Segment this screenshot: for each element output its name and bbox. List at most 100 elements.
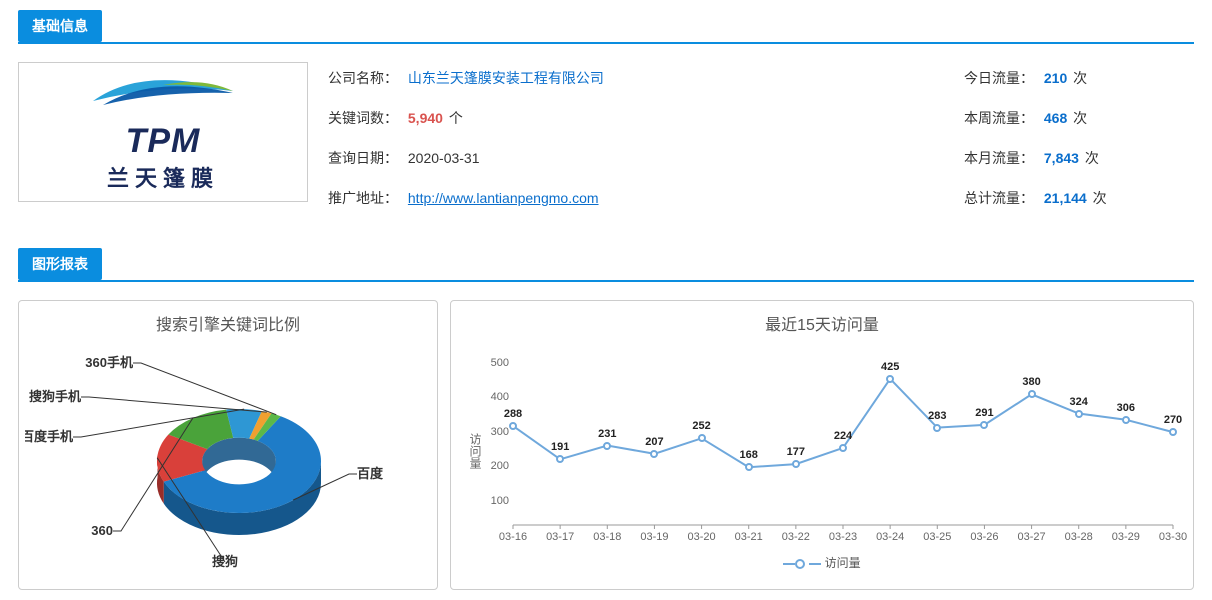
line-data-point[interactable]: [933, 424, 941, 432]
basic-info-panel: TPM 兰天篷膜 公司名称： 山东兰天篷膜安装工程有限公司 关键词数： 5,94…: [18, 62, 1194, 228]
keyword-count-value: 5,940: [408, 110, 443, 126]
pie-slice-label: 百度: [357, 466, 384, 481]
company-name-label: 公司名称：: [328, 70, 398, 86]
x-tick-label: 03-21: [729, 531, 769, 543]
total-traffic-value: 21,144: [1044, 190, 1087, 206]
y-tick-label: 400: [483, 391, 509, 403]
pie-chart-area: 百度搜狗 360 百度手机 搜狗手机 360手机: [25, 343, 431, 573]
line-data-label: 207: [645, 436, 663, 448]
line-data-label: 306: [1117, 402, 1135, 414]
line-chart-area: 访问量 10020030040050003-1603-1703-1803-190…: [465, 343, 1179, 573]
line-data-label: 283: [928, 410, 946, 422]
donut-svg: 百度搜狗 360 百度手机 搜狗手机 360手机: [25, 343, 433, 573]
logo-swoosh-icon: [83, 71, 243, 117]
pie-chart-card: 搜索引擎关键词比例 百度搜狗 360 百度手机 搜狗手机 360手机: [18, 300, 438, 590]
x-tick-label: 03-28: [1059, 531, 1099, 543]
promo-url-link[interactable]: http://www.lantianpengmo.com: [408, 190, 599, 206]
company-info-column: 公司名称： 山东兰天篷膜安装工程有限公司 关键词数： 5,940 个 查询日期：…: [328, 68, 964, 228]
pie-leader-line: [81, 397, 267, 412]
line-data-label: 288: [504, 408, 522, 420]
line-data-point[interactable]: [1028, 390, 1036, 398]
month-traffic-value: 7,843: [1044, 150, 1079, 166]
line-data-point[interactable]: [509, 422, 517, 430]
y-axis-title: 访问量: [467, 433, 484, 469]
y-tick-label: 100: [483, 495, 509, 507]
x-tick-label: 03-26: [964, 531, 1004, 543]
line-data-label: 191: [551, 441, 569, 453]
x-tick-label: 03-17: [540, 531, 580, 543]
line-data-label: 177: [787, 446, 805, 458]
logo-tpm-text: TPM: [83, 122, 243, 161]
section-header-chart-report: 图形报表: [18, 248, 102, 280]
total-traffic-label: 总计流量：: [964, 190, 1034, 206]
line-data-point[interactable]: [745, 463, 753, 471]
week-traffic-unit: 次: [1073, 110, 1087, 126]
company-logo: TPM 兰天篷膜: [18, 62, 308, 202]
line-chart-legend: 访问量: [465, 554, 1179, 571]
keyword-count-label: 关键词数：: [328, 110, 398, 126]
line-data-label: 324: [1070, 396, 1088, 408]
x-tick-label: 03-20: [682, 531, 722, 543]
today-traffic-unit: 次: [1073, 70, 1087, 86]
today-traffic-label: 今日流量：: [964, 70, 1034, 86]
week-traffic-value: 468: [1044, 110, 1067, 126]
pie-slice-label: 百度手机: [25, 429, 73, 444]
month-traffic-label: 本月流量：: [964, 150, 1034, 166]
x-tick-label: 03-27: [1012, 531, 1052, 543]
line-data-point[interactable]: [792, 460, 800, 468]
line-data-label: 425: [881, 361, 899, 373]
y-tick-label: 300: [483, 426, 509, 438]
logo-cn-text: 兰天篷膜: [83, 161, 243, 193]
line-series: [513, 379, 1173, 467]
line-data-point[interactable]: [603, 442, 611, 450]
pie-slice-label: 搜狗: [212, 554, 238, 569]
line-data-label: 291: [975, 407, 993, 419]
x-tick-label: 03-22: [776, 531, 816, 543]
line-data-label: 224: [834, 430, 852, 442]
line-chart-title: 最近15天访问量: [465, 311, 1179, 335]
x-tick-label: 03-18: [587, 531, 627, 543]
x-tick-label: 03-25: [917, 531, 957, 543]
traffic-info-column: 今日流量： 210 次 本周流量： 468 次 本月流量： 7,843 次 总计…: [964, 68, 1194, 228]
promo-url-label: 推广地址：: [328, 190, 398, 206]
line-chart-card: 最近15天访问量 访问量 10020030040050003-1603-1703…: [450, 300, 1194, 590]
line-data-point[interactable]: [886, 375, 894, 383]
plot-area: 10020030040050003-1603-1703-1803-1903-20…: [513, 353, 1173, 525]
section-header-basic-info: 基础信息: [18, 10, 102, 42]
pie-slice-label: 360手机: [85, 355, 133, 370]
pie-slice-label: 360: [91, 523, 113, 538]
line-data-label: 380: [1022, 376, 1040, 388]
y-tick-label: 200: [483, 460, 509, 472]
x-tick-label: 03-16: [493, 531, 533, 543]
line-data-label: 168: [740, 449, 758, 461]
line-data-point[interactable]: [839, 444, 847, 452]
line-data-point[interactable]: [1122, 416, 1130, 424]
line-data-point[interactable]: [698, 434, 706, 442]
line-data-label: 270: [1164, 414, 1182, 426]
x-tick-label: 03-19: [634, 531, 674, 543]
total-traffic-unit: 次: [1093, 190, 1107, 206]
legend-series-label: 访问量: [825, 556, 861, 570]
line-data-label: 252: [692, 420, 710, 432]
legend-line-left: [783, 563, 795, 565]
x-tick-label: 03-30: [1153, 531, 1193, 543]
month-traffic-unit: 次: [1085, 150, 1099, 166]
x-tick-label: 03-24: [870, 531, 910, 543]
company-name-link[interactable]: 山东兰天篷膜安装工程有限公司: [408, 70, 604, 86]
today-traffic-value: 210: [1044, 70, 1067, 86]
pie-slice-label: 搜狗手机: [29, 389, 81, 404]
query-date-label: 查询日期：: [328, 150, 398, 166]
pie-chart-title: 搜索引擎关键词比例: [25, 311, 431, 335]
query-date-value: 2020-03-31: [408, 150, 480, 166]
legend-marker-icon: [795, 559, 805, 569]
line-data-label: 231: [598, 428, 616, 440]
legend-line-right: [809, 563, 821, 565]
keyword-count-unit: 个: [449, 110, 463, 126]
donut-inner-wall: [202, 438, 276, 483]
x-tick-label: 03-29: [1106, 531, 1146, 543]
x-tick-label: 03-23: [823, 531, 863, 543]
line-data-point[interactable]: [1075, 410, 1083, 418]
y-tick-label: 500: [483, 357, 509, 369]
line-data-point[interactable]: [1169, 428, 1177, 436]
week-traffic-label: 本周流量：: [964, 110, 1034, 126]
